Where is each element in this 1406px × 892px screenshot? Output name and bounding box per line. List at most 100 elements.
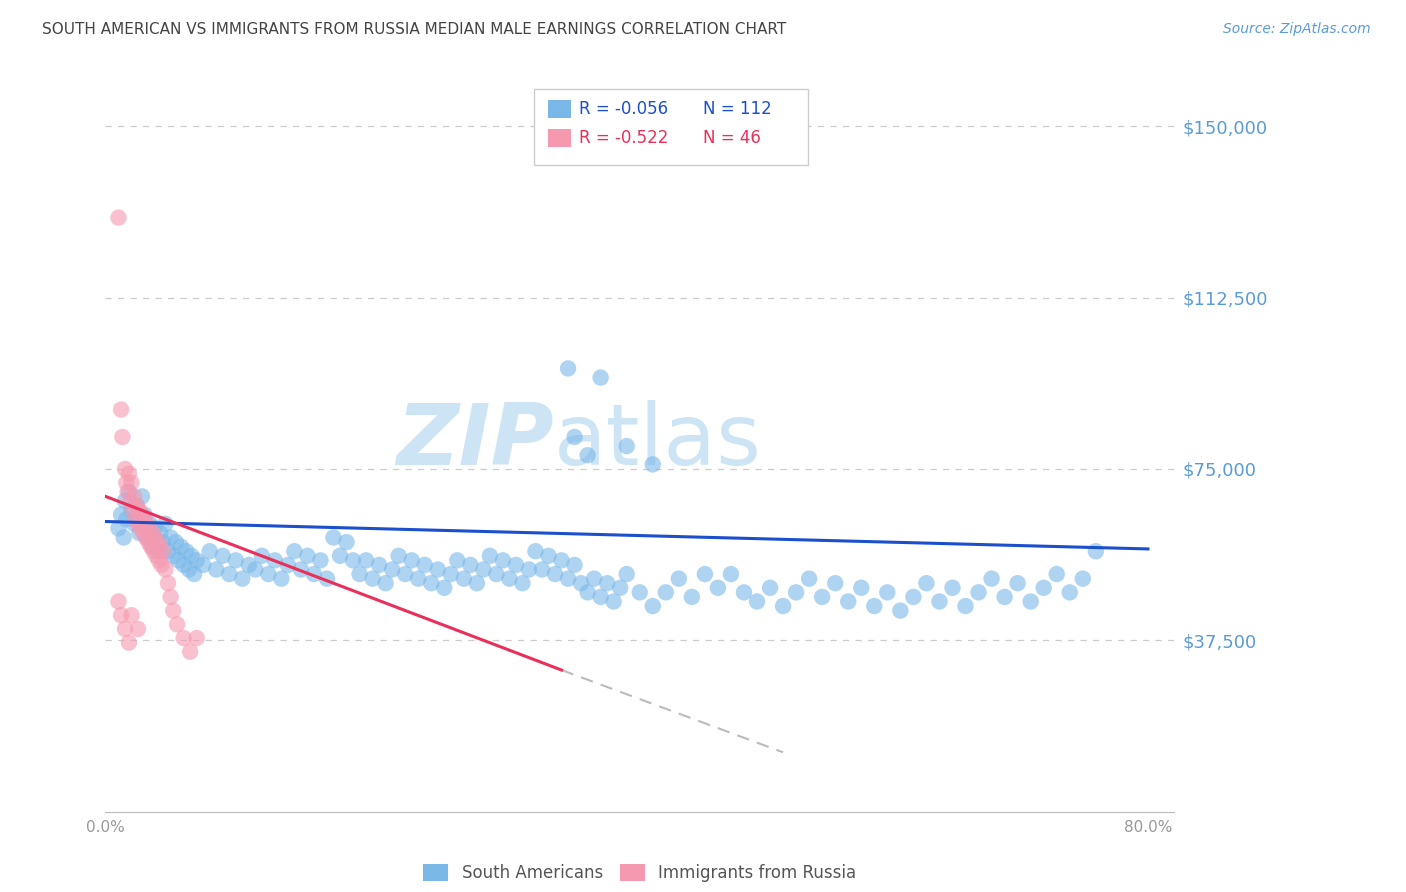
Point bbox=[218, 567, 240, 582]
Point bbox=[173, 558, 195, 572]
Point bbox=[505, 558, 527, 572]
Point bbox=[498, 572, 520, 586]
Point bbox=[152, 535, 174, 549]
Point bbox=[889, 604, 911, 618]
Point bbox=[837, 594, 859, 608]
Point bbox=[149, 540, 172, 554]
Point bbox=[354, 553, 377, 567]
Point bbox=[342, 553, 364, 567]
Point bbox=[170, 540, 193, 554]
Point bbox=[485, 567, 508, 582]
Point bbox=[136, 516, 159, 531]
Point bbox=[128, 525, 150, 540]
Point bbox=[110, 508, 132, 522]
Point bbox=[155, 516, 177, 531]
Point bbox=[903, 590, 925, 604]
Point bbox=[478, 549, 501, 563]
Point bbox=[245, 562, 267, 576]
Point bbox=[928, 594, 950, 608]
Point bbox=[1019, 594, 1042, 608]
Point bbox=[149, 525, 172, 540]
Point bbox=[616, 439, 638, 453]
Point bbox=[177, 562, 200, 576]
Point bbox=[136, 531, 159, 545]
Point bbox=[851, 581, 873, 595]
Point bbox=[1084, 544, 1107, 558]
Point bbox=[114, 494, 136, 508]
Point bbox=[602, 594, 624, 608]
Point bbox=[121, 475, 143, 490]
Point bbox=[231, 572, 253, 586]
Point bbox=[433, 581, 456, 595]
Point bbox=[127, 516, 149, 531]
Point bbox=[117, 484, 139, 499]
Point bbox=[183, 567, 205, 582]
Point bbox=[148, 553, 170, 567]
Point bbox=[388, 549, 411, 563]
Point bbox=[720, 567, 742, 582]
Point bbox=[589, 590, 612, 604]
Point bbox=[225, 553, 247, 567]
Point bbox=[139, 540, 162, 554]
Point bbox=[121, 503, 143, 517]
Point bbox=[460, 558, 482, 572]
Point bbox=[132, 525, 155, 540]
Point bbox=[824, 576, 846, 591]
Point bbox=[564, 558, 586, 572]
Point bbox=[492, 553, 515, 567]
Point bbox=[118, 635, 141, 649]
Point bbox=[121, 608, 143, 623]
Point bbox=[772, 599, 794, 613]
Point bbox=[162, 604, 184, 618]
Point bbox=[143, 531, 166, 545]
Point bbox=[557, 361, 579, 376]
Point bbox=[530, 562, 553, 576]
Point bbox=[114, 622, 136, 636]
Point bbox=[135, 531, 157, 545]
Point bbox=[141, 540, 163, 554]
Point bbox=[1059, 585, 1081, 599]
Point bbox=[134, 512, 156, 526]
Point bbox=[915, 576, 938, 591]
Point bbox=[155, 562, 177, 576]
Point bbox=[329, 549, 352, 563]
Point bbox=[576, 448, 599, 462]
Text: N = 46: N = 46 bbox=[703, 129, 761, 147]
Point bbox=[641, 599, 664, 613]
Point bbox=[145, 549, 167, 563]
Text: ZIP: ZIP bbox=[396, 400, 554, 483]
Point bbox=[127, 622, 149, 636]
Point bbox=[876, 585, 898, 599]
Point bbox=[114, 462, 136, 476]
Point bbox=[420, 576, 443, 591]
Point bbox=[707, 581, 730, 595]
Point bbox=[980, 572, 1002, 586]
Point bbox=[524, 544, 547, 558]
Point bbox=[150, 558, 173, 572]
Point bbox=[115, 512, 138, 526]
Point bbox=[941, 581, 963, 595]
Point bbox=[297, 549, 319, 563]
Point bbox=[745, 594, 768, 608]
Point bbox=[374, 576, 396, 591]
Point bbox=[166, 617, 188, 632]
Point bbox=[426, 562, 449, 576]
Text: R = -0.056: R = -0.056 bbox=[579, 100, 668, 118]
Point bbox=[406, 572, 429, 586]
Point bbox=[162, 549, 184, 563]
Point bbox=[576, 585, 599, 599]
Text: N = 112: N = 112 bbox=[703, 100, 772, 118]
Point bbox=[283, 544, 305, 558]
Point bbox=[270, 572, 292, 586]
Point bbox=[316, 572, 339, 586]
Point bbox=[121, 503, 143, 517]
Point bbox=[112, 531, 135, 545]
Point bbox=[139, 521, 162, 535]
Point bbox=[733, 585, 755, 599]
Point bbox=[681, 590, 703, 604]
Point bbox=[655, 585, 678, 599]
Point bbox=[550, 553, 572, 567]
Point bbox=[124, 512, 146, 526]
Point bbox=[1071, 572, 1094, 586]
Point bbox=[186, 553, 208, 567]
